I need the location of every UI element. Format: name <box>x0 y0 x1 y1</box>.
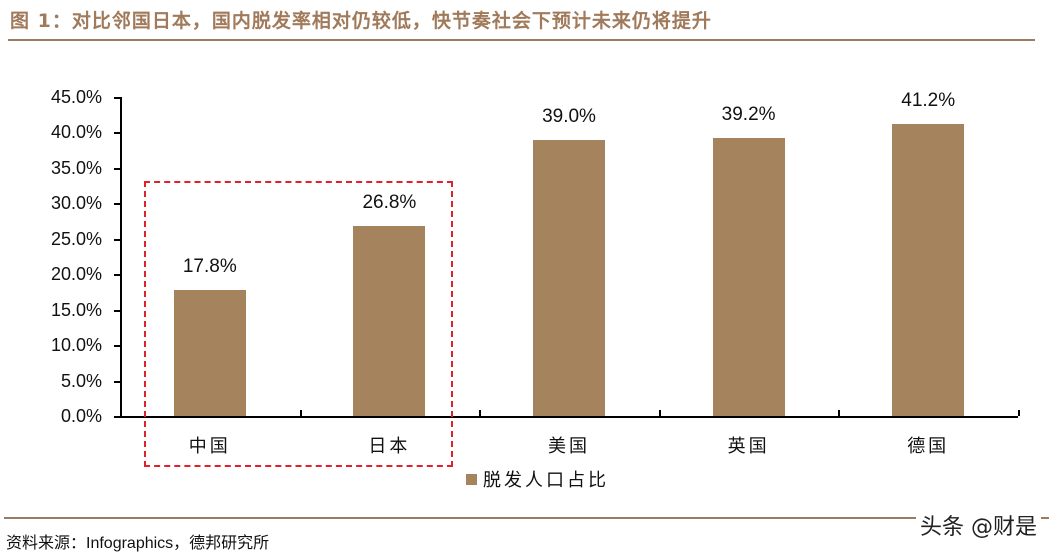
category-label: 中国 <box>188 436 231 457</box>
y-tick-label: 15.0% <box>50 299 102 320</box>
x-axis <box>120 416 1018 418</box>
y-tick-label: 30.0% <box>50 193 102 214</box>
category-label: 英国 <box>727 436 770 457</box>
y-tick-label: 25.0% <box>50 228 102 249</box>
y-tick <box>114 309 120 312</box>
x-tick <box>658 410 661 416</box>
y-tick <box>114 380 120 383</box>
bar-value-label: 39.2% <box>721 104 776 126</box>
legend: 脱发人口占比 <box>466 466 609 492</box>
bar-value-label: 39.0% <box>542 105 596 127</box>
y-tick-label: 5.0% <box>60 370 102 391</box>
y-tick-label: 10.0% <box>50 335 102 356</box>
footer-divider <box>4 517 1049 519</box>
title-divider <box>8 39 1035 41</box>
x-tick <box>299 410 302 416</box>
chart-title: 图 1：对比邻国日本，国内脱发率相对仍较低，快节奏社会下预计未来仍将提升 <box>10 10 712 32</box>
category-label: 日本 <box>368 436 411 457</box>
y-axis <box>120 97 122 417</box>
x-tick <box>838 410 841 416</box>
bar-value-label: 41.2% <box>901 89 956 111</box>
y-tick-label: 0.0% <box>60 406 102 426</box>
y-tick <box>114 203 120 206</box>
legend-swatch <box>466 473 477 485</box>
x-tick <box>479 410 482 416</box>
legend-label: 脱发人口占比 <box>483 470 609 491</box>
bar-2 <box>533 139 605 416</box>
bar-1 <box>353 226 426 416</box>
source-note: 资料来源：Infographics，德邦研究所 <box>6 535 270 552</box>
category-label: 美国 <box>548 436 590 457</box>
x-tick <box>120 410 122 416</box>
category-label: 德国 <box>907 436 950 457</box>
y-tick-label: 40.0% <box>50 122 102 143</box>
y-tick-label: 35.0% <box>50 157 102 178</box>
y-tick <box>114 345 120 348</box>
y-tick <box>114 416 120 418</box>
bar-0 <box>173 289 246 416</box>
y-tick-label: 45.0% <box>50 87 102 107</box>
bar-value-label: 17.8% <box>182 255 237 277</box>
bar-3 <box>712 138 785 416</box>
y-tick-label: 20.0% <box>50 264 102 285</box>
highlight-box <box>144 181 453 467</box>
bar-4 <box>892 123 965 416</box>
bar-value-label: 26.8% <box>362 192 417 214</box>
x-tick <box>1018 410 1020 416</box>
y-tick <box>114 274 120 277</box>
y-tick <box>114 238 120 241</box>
y-tick <box>114 167 120 170</box>
watermark: 头条 @财是 <box>916 509 1041 541</box>
y-tick <box>114 97 120 99</box>
y-tick <box>114 132 120 135</box>
